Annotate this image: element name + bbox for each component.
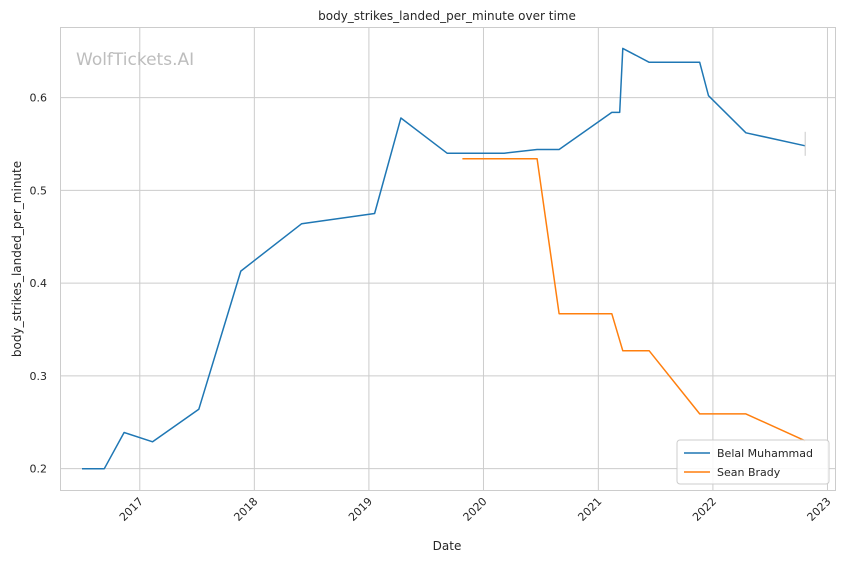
legend-box — [676, 439, 830, 485]
series-lines — [82, 47, 806, 470]
plot-frame — [60, 27, 836, 491]
y-axis-label: body_strikes_landed_per_minute — [10, 161, 24, 357]
y-tick-label: 0.2 — [30, 463, 48, 476]
grid — [61, 28, 835, 490]
y-tick-label: 0.4 — [30, 277, 48, 290]
x-tick-label: 2020 — [461, 495, 490, 524]
watermark: WolfTickets.AI — [76, 50, 194, 70]
y-tick-label: 0.3 — [30, 370, 48, 383]
legend-label: Sean Brady — [717, 466, 781, 479]
x-axis-label: Date — [433, 539, 462, 553]
x-tick-label: 2017 — [117, 495, 146, 524]
y-tick-label: 0.6 — [30, 92, 48, 105]
x-tick-label: 2018 — [231, 495, 260, 524]
legend: Belal Muhammad Sean Brady — [676, 439, 830, 485]
x-tick-labels: 2017 2018 2019 2020 2021 2022 2023 — [117, 495, 834, 524]
x-tick-label: 2022 — [690, 495, 719, 524]
y-tick-labels: 0.2 0.3 0.4 0.5 0.6 — [30, 92, 48, 476]
x-tick-label: 2023 — [805, 495, 834, 524]
chart-title: body_strikes_landed_per_minute over time — [318, 9, 576, 23]
series-line-belal-muhammad — [82, 47, 806, 470]
y-tick-label: 0.5 — [30, 184, 48, 197]
x-tick-label: 2019 — [346, 495, 375, 524]
x-tick-label: 2021 — [575, 495, 604, 524]
legend-label: Belal Muhammad — [717, 447, 813, 460]
series-line-sean-brady — [462, 158, 806, 442]
